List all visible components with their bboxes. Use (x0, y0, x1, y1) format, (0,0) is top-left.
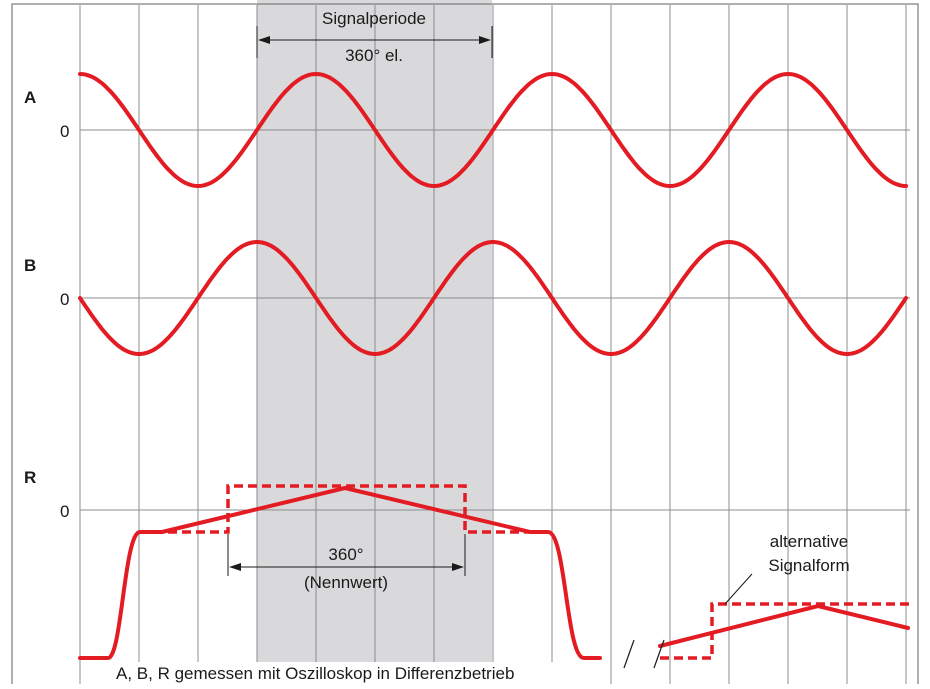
vertical-grid (79, 5, 907, 684)
period-arrow-left-icon (258, 36, 270, 44)
reference-value: 360° (328, 545, 363, 564)
alternative-label-line2: Signalform (768, 556, 849, 575)
period-dimension (256, 26, 493, 58)
axis-break-icon (623, 639, 665, 669)
alternative-dashed-window (660, 602, 910, 660)
footer-caption: A, B, R gemessen mit Oszilloskop in Diff… (116, 664, 514, 683)
reference-dimension (227, 534, 466, 576)
channel-a-label: A (24, 88, 36, 107)
alternative-leader-line (724, 573, 753, 605)
footer-caption-backdrop (112, 662, 606, 684)
reference-arrow-left-icon (229, 563, 241, 571)
period-arrow-right-icon (479, 36, 491, 44)
reference-note: (Nennwert) (304, 573, 388, 592)
frame (11, 3, 919, 689)
signal-r-dashed-window (140, 484, 530, 534)
channel-a-zero: 0 (60, 122, 69, 141)
channel-r-zero: 0 (60, 502, 69, 521)
signal-a-curve (78, 72, 908, 188)
period-title: Signalperiode (322, 9, 426, 28)
channel-r-label: R (24, 468, 36, 487)
reference-arrow-right-icon (452, 563, 464, 571)
signal-b-curve (78, 240, 908, 356)
period-value: 360° el. (345, 46, 403, 65)
channel-b-label: B (24, 256, 36, 275)
channel-b-zero: 0 (60, 290, 69, 309)
signal-r-curve (78, 486, 602, 660)
alternative-label-line1: alternative (770, 532, 848, 551)
alternative-signal-curve (658, 604, 910, 648)
